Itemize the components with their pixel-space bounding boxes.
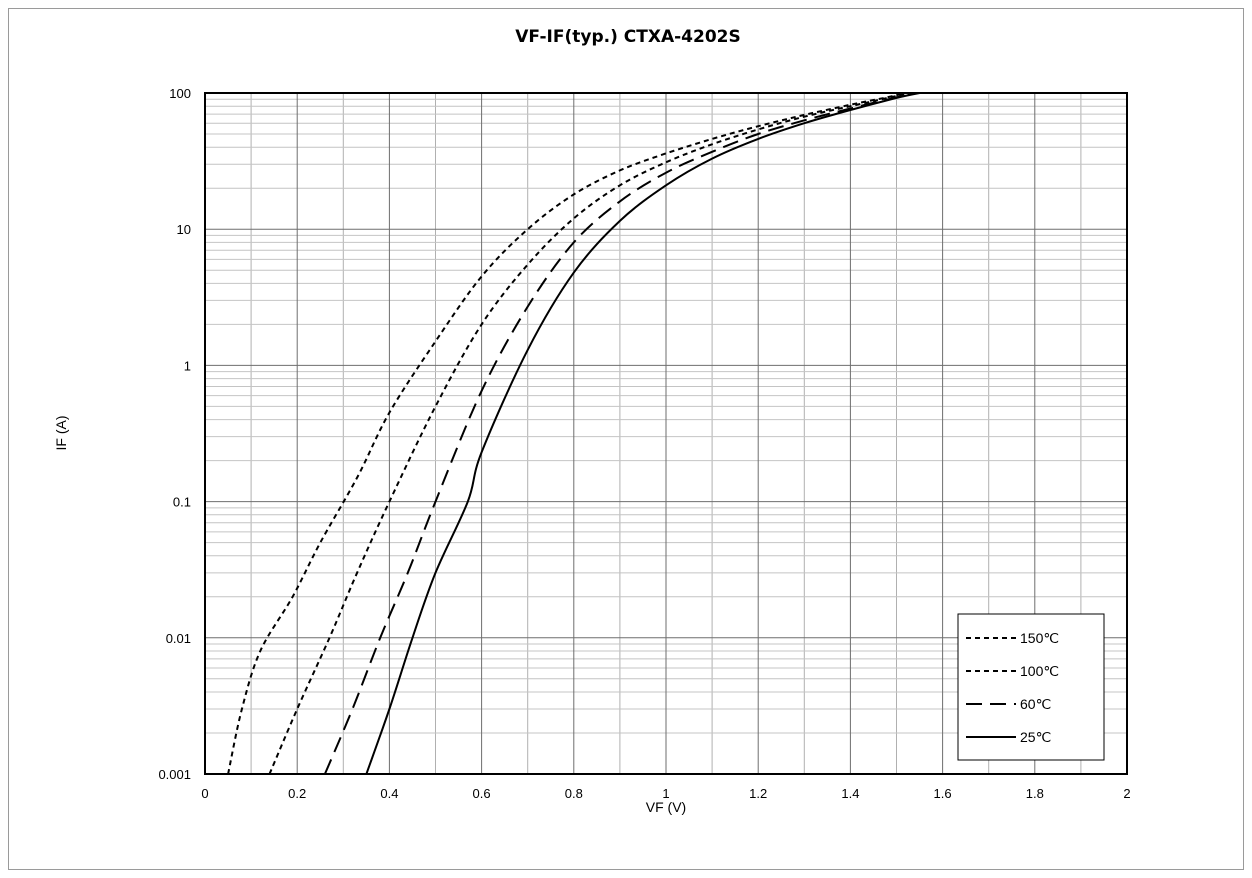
legend-label-4: 25℃ — [1020, 729, 1051, 745]
x-tick-label: 0 — [201, 786, 208, 801]
legend: 150℃ 100℃ 60℃ 25℃ — [957, 613, 1105, 761]
y-tick-label: 0.1 — [173, 495, 191, 510]
series-line-3 — [323, 93, 916, 774]
plot-axes — [204, 92, 1128, 775]
legend-box — [957, 613, 1105, 761]
x-tick-label: 1.8 — [1026, 786, 1044, 801]
tick-labels: 0 0.2 0.4 0.6 0.8 1 1.2 1.4 1.6 1.8 2 0.001 0.01 0.1 1… — [158, 86, 1130, 801]
y-tick-label: 0.001 — [158, 767, 191, 782]
y-tick-label: 1 — [184, 358, 191, 373]
x-tick-label: 0.6 — [473, 786, 491, 801]
legend-label-1: 150℃ — [1020, 630, 1059, 646]
plot-grid — [205, 93, 1127, 774]
series-lines — [227, 93, 920, 774]
x-tick-label: 0.2 — [288, 786, 306, 801]
x-tick-label: 1 — [662, 786, 669, 801]
x-tick-label: 1.6 — [934, 786, 952, 801]
chart-title: VF-IF(typ.) CTXA-4202S — [515, 27, 740, 47]
x-tick-label: 2 — [1123, 786, 1130, 801]
series-line-2 — [268, 93, 911, 774]
x-tick-label: 1.2 — [749, 786, 767, 801]
plot-area-border — [204, 92, 1128, 775]
x-tick-label: 1.4 — [841, 786, 859, 801]
x-tick-label: 0.8 — [565, 786, 583, 801]
y-tick-label: 10 — [177, 222, 191, 237]
legend-label-3: 60℃ — [1020, 696, 1051, 712]
series-line-1 — [227, 93, 906, 774]
series-line-4 — [365, 93, 920, 774]
legend-label-2: 100℃ — [1020, 663, 1059, 679]
y-tick-label: 0.01 — [166, 631, 191, 646]
x-tick-label: 0.4 — [380, 786, 398, 801]
x-axis-label: VF (V) — [646, 799, 686, 815]
y-tick-label: 100 — [169, 86, 191, 101]
y-axis-label: IF (A) — [53, 416, 69, 451]
